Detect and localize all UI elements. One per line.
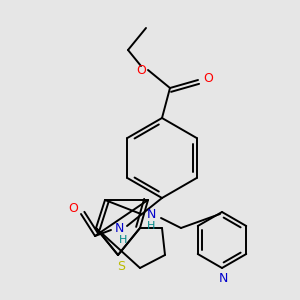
Text: O: O bbox=[203, 71, 213, 85]
Text: O: O bbox=[136, 64, 146, 77]
Text: O: O bbox=[68, 202, 78, 215]
Text: H: H bbox=[119, 235, 127, 245]
Text: N: N bbox=[146, 208, 156, 220]
Text: N: N bbox=[114, 221, 124, 235]
Text: H: H bbox=[147, 221, 155, 231]
Text: N: N bbox=[218, 272, 228, 284]
Text: S: S bbox=[117, 260, 125, 274]
